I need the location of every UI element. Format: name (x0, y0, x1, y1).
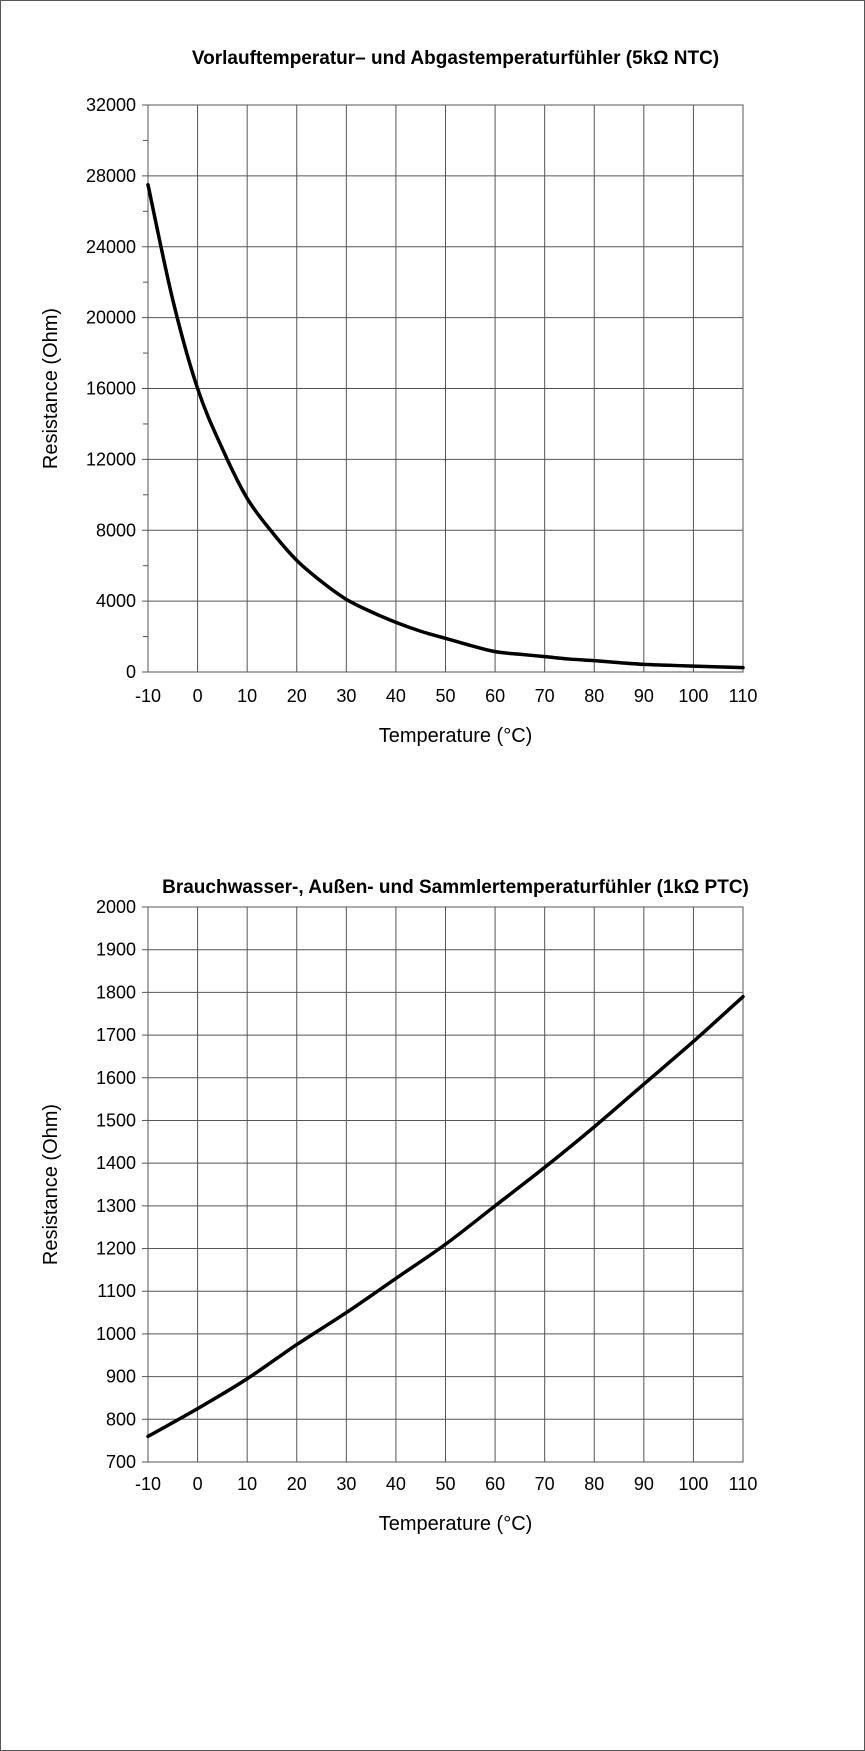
x-tick-label: 90 (634, 686, 654, 706)
y-tick-label: 1700 (96, 1025, 136, 1045)
y-tick-label: 24000 (86, 237, 136, 257)
x-tick-label: 20 (287, 1474, 307, 1494)
x-tick-label: 80 (584, 686, 604, 706)
y-tick-label: 0 (126, 662, 136, 682)
y-tick-label: 8000 (96, 520, 136, 540)
y-tick-label: 4000 (96, 591, 136, 611)
x-tick-label: 70 (535, 686, 555, 706)
y-tick-label: 800 (106, 1409, 136, 1429)
y-tick-label: 32000 (86, 95, 136, 115)
y-tick-label: 1200 (96, 1239, 136, 1259)
x-tick-label: 60 (485, 1474, 505, 1494)
x-tick-label: 10 (237, 1474, 257, 1494)
y-tick-label: 2000 (96, 897, 136, 917)
y-tick-label: 1900 (96, 940, 136, 960)
x-tick-label: 30 (336, 1474, 356, 1494)
x-tick-label: 30 (336, 686, 356, 706)
y-axis-label: Resistance (Ohm) (40, 308, 62, 469)
y-tick-label: 12000 (86, 449, 136, 469)
x-tick-label: 50 (435, 686, 455, 706)
y-tick-label: 1800 (96, 982, 136, 1002)
y-tick-label: 16000 (86, 379, 136, 399)
x-tick-label: 50 (435, 1474, 455, 1494)
x-tick-label: 60 (485, 686, 505, 706)
x-tick-label: 40 (386, 1474, 406, 1494)
y-tick-label: 1400 (96, 1153, 136, 1173)
x-tick-label: 110 (729, 1474, 758, 1494)
y-tick-label: 20000 (86, 308, 136, 328)
x-tick-label: 0 (193, 686, 203, 706)
chart-title: Brauchwasser-, Außen- und Sammlertempera… (162, 877, 749, 898)
y-tick-label: 1100 (97, 1281, 136, 1301)
chart-ptc: Brauchwasser-, Außen- und Sammlertempera… (40, 877, 758, 1535)
x-tick-label: 10 (237, 686, 257, 706)
x-tick-label: 20 (287, 686, 307, 706)
y-tick-label: 1000 (96, 1324, 136, 1344)
y-tick-label: 1300 (96, 1196, 136, 1216)
x-tick-label: -10 (135, 686, 161, 706)
y-tick-label: 900 (106, 1367, 136, 1387)
y-tick-label: 28000 (86, 166, 136, 186)
x-tick-label: 0 (193, 1474, 203, 1494)
chart-ntc: Vorlauftemperatur– und Abgastemperaturfü… (40, 48, 758, 747)
x-axis-label: Temperature (°C) (379, 725, 533, 747)
x-tick-label: -10 (135, 1474, 161, 1494)
y-tick-label: 1500 (96, 1110, 136, 1130)
x-tick-label: 100 (678, 1474, 708, 1494)
y-tick-label: 1600 (96, 1068, 136, 1088)
chart-title: Vorlauftemperatur– und Abgastemperaturfü… (192, 48, 719, 69)
x-tick-label: 110 (729, 686, 758, 706)
x-tick-label: 40 (386, 686, 406, 706)
plot-area (147, 906, 744, 1463)
x-tick-label: 90 (634, 1474, 654, 1494)
x-axis-label: Temperature (°C) (379, 1513, 533, 1535)
x-tick-label: 80 (584, 1474, 604, 1494)
y-tick-label: 700 (106, 1452, 136, 1472)
y-axis-label: Resistance (Ohm) (40, 1104, 62, 1265)
x-tick-label: 100 (678, 686, 708, 706)
x-tick-label: 70 (535, 1474, 555, 1494)
plot-area (147, 104, 744, 673)
